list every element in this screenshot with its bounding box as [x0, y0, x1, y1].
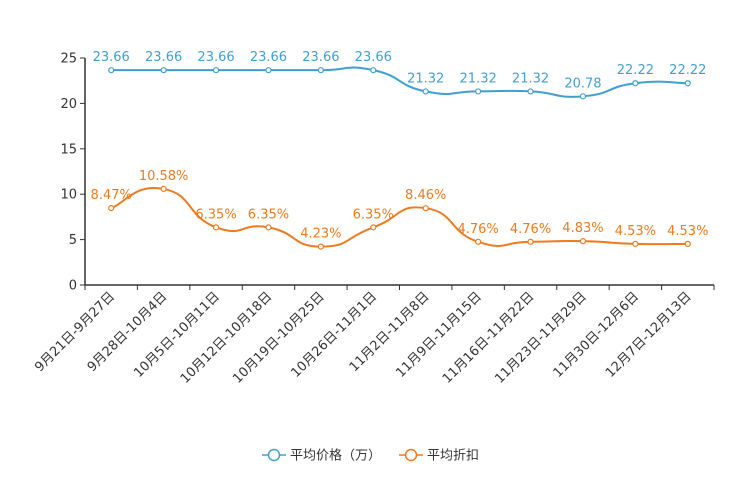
data-point[interactable] [160, 185, 167, 193]
data-label: 23.66 [250, 50, 287, 65]
data-label: 22.22 [617, 63, 654, 78]
data-point[interactable] [422, 205, 429, 212]
data-point[interactable] [212, 224, 220, 231]
data-point[interactable] [475, 238, 482, 245]
data-point[interactable] [684, 240, 691, 247]
data-point[interactable] [632, 240, 639, 247]
data-point[interactable] [370, 67, 377, 74]
data-point[interactable] [370, 224, 377, 231]
y-tick-label: 15 [60, 142, 77, 157]
data-label: 4.76% [510, 222, 551, 237]
data-point[interactable] [527, 238, 534, 245]
data-label: 4.53% [667, 224, 708, 239]
legend-label: 平均折扣 [427, 449, 479, 464]
data-label: 4.76% [457, 222, 498, 237]
y-tick-label: 25 [60, 52, 77, 67]
data-label: 4.83% [562, 221, 603, 236]
data-label: 6.35% [248, 207, 289, 222]
legend[interactable]: 平均价格（万） 平均折扣 [262, 448, 479, 464]
data-point[interactable] [108, 67, 115, 74]
y-tick-label: 5 [69, 233, 77, 248]
x-tick-label: 10月19日-10月25日 [230, 289, 327, 386]
data-point[interactable] [422, 88, 429, 95]
data-label: 4.53% [615, 224, 656, 239]
data-label: 20.78 [564, 76, 601, 91]
data-point[interactable] [265, 67, 272, 74]
y-tick-label: 0 [69, 279, 77, 294]
data-label: 10.58% [139, 169, 189, 184]
data-point[interactable] [475, 88, 482, 95]
series-layer: 23.66 23.66 23.66 23.66 23.66 23.66 21.32 21.32… [91, 50, 708, 250]
y-tick-label: 10 [60, 188, 77, 203]
data-label: 21.32 [407, 71, 444, 86]
legend-item-1[interactable]: 平均折扣 [399, 449, 479, 464]
legend-marker [404, 448, 418, 462]
data-label: 4.23% [300, 227, 341, 242]
data-point[interactable] [579, 93, 587, 100]
x-tick-label: 11月16日-11月22日 [440, 289, 537, 386]
data-point[interactable] [317, 243, 324, 250]
data-point[interactable] [632, 80, 639, 87]
data-label: 23.66 [302, 50, 339, 65]
y-tick-label: 20 [60, 97, 77, 112]
data-point[interactable] [527, 88, 534, 95]
data-point[interactable] [684, 80, 691, 87]
data-label: 8.47% [91, 188, 132, 203]
x-tick-label: 10月12日-10月18日 [178, 289, 275, 386]
data-label: 23.66 [355, 50, 392, 65]
data-label: 23.66 [197, 50, 234, 65]
data-label: 21.32 [460, 71, 497, 86]
data-label: 23.66 [145, 50, 182, 65]
data-point[interactable] [579, 238, 587, 245]
series-1: 8.47% 10.58% 6.35% 6.35% 4.23% 6.35% 8.46% 4.76… [91, 169, 708, 250]
legend-item-0[interactable]: 平均价格（万） [262, 448, 381, 464]
data-label: 8.46% [405, 188, 446, 203]
data-point[interactable] [265, 224, 272, 231]
series-0: 23.66 23.66 23.66 23.66 23.66 23.66 21.32 21.32… [93, 50, 706, 100]
data-label: 6.35% [195, 207, 236, 222]
data-label: 6.35% [353, 207, 394, 222]
data-point[interactable] [317, 67, 324, 74]
data-label: 22.22 [669, 63, 706, 78]
x-tick-label: 11月23日-11月29日 [492, 289, 589, 386]
data-label: 23.66 [93, 50, 130, 65]
legend-marker [267, 448, 281, 462]
legend-label: 平均价格（万） [290, 448, 381, 464]
data-label: 21.32 [512, 71, 549, 86]
data-point[interactable] [212, 67, 220, 74]
data-point[interactable] [108, 204, 115, 212]
data-point[interactable] [160, 67, 167, 74]
